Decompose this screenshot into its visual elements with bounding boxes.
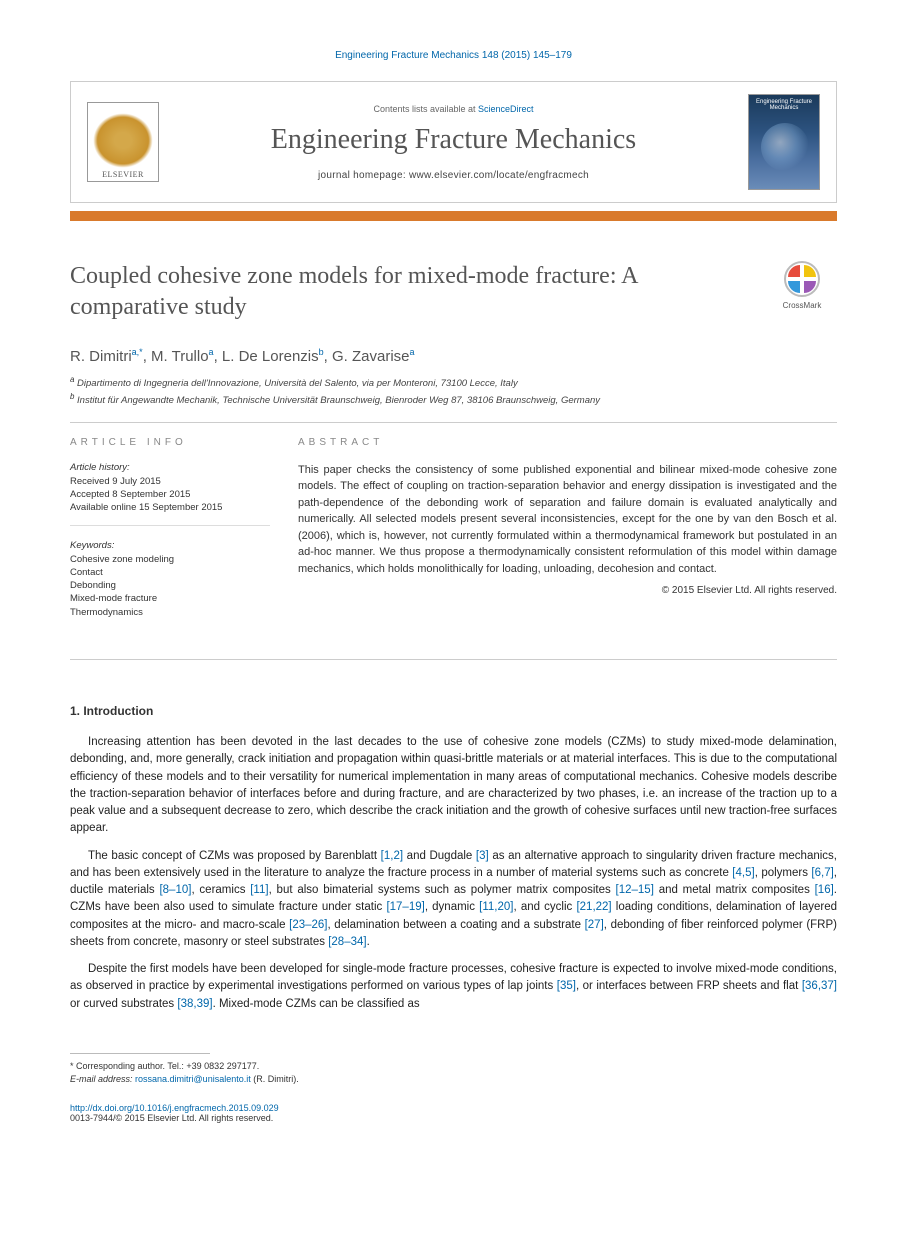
author-1: R. Dimitri — [70, 348, 132, 365]
ref-23-26[interactable]: [23–26] — [289, 919, 327, 931]
affil-a: a Dipartimento di Ingegneria dell'Innova… — [70, 375, 837, 389]
ref-6-7[interactable]: [6,7] — [811, 867, 833, 879]
history-accepted: Accepted 8 September 2015 — [70, 488, 270, 501]
ref-4-5[interactable]: [4,5] — [732, 867, 754, 879]
doi-block: http://dx.doi.org/10.1016/j.engfracmech.… — [70, 1103, 837, 1123]
kw-5: Thermodynamics — [70, 606, 270, 619]
elsevier-logo: ELSEVIER — [87, 102, 159, 182]
abstract-copyright: © 2015 Elsevier Ltd. All rights reserved… — [298, 585, 837, 596]
intro-head: 1. Introduction — [70, 704, 837, 718]
divider-bottom — [70, 659, 837, 660]
issn-copyright: 0013-7944/© 2015 Elsevier Ltd. All right… — [70, 1113, 837, 1123]
author-4-affil: a — [410, 347, 415, 357]
doi-link[interactable]: http://dx.doi.org/10.1016/j.engfracmech.… — [70, 1103, 837, 1113]
journal-title: Engineering Fracture Mechanics — [179, 124, 728, 156]
intro-p3: Despite the first models have been devel… — [70, 961, 837, 1013]
ref-21-22[interactable]: [21,22] — [576, 901, 611, 913]
cover-title: Engineering Fracture Mechanics — [749, 95, 819, 115]
elsevier-tree-icon — [93, 113, 153, 168]
ref-36-37[interactable]: [36,37] — [802, 980, 837, 992]
footnote-email: E-mail address: rossana.dimitri@unisalen… — [70, 1073, 837, 1087]
contents-text: Contents lists available at — [373, 104, 478, 114]
ref-17-19[interactable]: [17–19] — [386, 901, 424, 913]
header-center: Contents lists available at ScienceDirec… — [179, 104, 728, 181]
author-2: M. Trullo — [151, 348, 209, 365]
article-info-column: ARTICLE INFO Article history: Received 9… — [70, 437, 270, 643]
author-3: L. De Lorenzis — [222, 348, 319, 365]
author-1-corr: * — [139, 347, 143, 357]
title-col: Coupled cohesive zone models for mixed-m… — [70, 261, 747, 323]
cover-image-icon — [761, 123, 809, 171]
ref-12-15[interactable]: [12–15] — [616, 884, 654, 896]
ref-35[interactable]: [35] — [557, 980, 576, 992]
accent-bar — [70, 211, 837, 221]
journal-homepage: journal homepage: www.elsevier.com/locat… — [179, 170, 728, 181]
kw-3: Debonding — [70, 579, 270, 592]
abstract-head: ABSTRACT — [298, 437, 837, 448]
title-row: Coupled cohesive zone models for mixed-m… — [70, 261, 837, 323]
ref-8-10[interactable]: [8–10] — [159, 884, 191, 896]
kw-4: Mixed-mode fracture — [70, 592, 270, 605]
header-box: ELSEVIER Contents lists available at Sci… — [70, 81, 837, 203]
divider-top — [70, 422, 837, 423]
article-info-head: ARTICLE INFO — [70, 437, 270, 448]
sciencedirect-link[interactable]: ScienceDirect — [478, 104, 534, 114]
author-2-affil: a — [209, 347, 214, 357]
email-link[interactable]: rossana.dimitri@unisalento.it — [135, 1074, 251, 1084]
authors-list: R. Dimitria,*, M. Trulloa, L. De Lorenzi… — [70, 347, 837, 365]
abstract-text: This paper checks the consistency of som… — [298, 462, 837, 578]
crossmark-badge[interactable]: CrossMark — [767, 261, 837, 310]
history-received: Received 9 July 2015 — [70, 475, 270, 488]
elsevier-name: ELSEVIER — [102, 170, 144, 179]
ref-28-34[interactable]: [28–34] — [328, 936, 366, 948]
contents-line: Contents lists available at ScienceDirec… — [179, 104, 728, 114]
keywords-block: Keywords: Cohesive zone modeling Contact… — [70, 540, 270, 629]
crossmark-icon — [784, 261, 820, 297]
keywords-label: Keywords: — [70, 540, 270, 551]
abstract-column: ABSTRACT This paper checks the consisten… — [298, 437, 837, 643]
kw-1: Cohesive zone modeling — [70, 553, 270, 566]
ref-1-2[interactable]: [1,2] — [381, 850, 403, 862]
email-author: (R. Dimitri). — [251, 1074, 299, 1084]
journal-ref: Engineering Fracture Mechanics 148 (2015… — [70, 50, 837, 61]
info-abstract-columns: ARTICLE INFO Article history: Received 9… — [70, 437, 837, 643]
journal-cover: Engineering Fracture Mechanics — [748, 94, 820, 190]
history-label: Article history: — [70, 462, 270, 473]
crossmark-label: CrossMark — [783, 301, 822, 310]
kw-2: Contact — [70, 566, 270, 579]
history-block: Article history: Received 9 July 2015 Ac… — [70, 462, 270, 526]
footnote-rule — [70, 1053, 210, 1054]
footnote-corresponding: * Corresponding author. Tel.: +39 0832 2… — [70, 1060, 837, 1074]
ref-11-20[interactable]: [11,20] — [479, 901, 513, 913]
email-label: E-mail address: — [70, 1074, 135, 1084]
ref-3[interactable]: [3] — [476, 850, 489, 862]
ref-27[interactable]: [27] — [585, 919, 604, 931]
intro-p1: Increasing attention has been devoted in… — [70, 734, 837, 838]
ref-11[interactable]: [11] — [250, 884, 268, 896]
ref-16[interactable]: [16] — [815, 884, 834, 896]
ref-38-39[interactable]: [38,39] — [177, 998, 212, 1010]
author-4: G. Zavarise — [332, 348, 410, 365]
affil-b: b Institut für Angewandte Mechanik, Tech… — [70, 392, 837, 406]
author-3-affil: b — [319, 347, 324, 357]
intro-p2: The basic concept of CZMs was proposed b… — [70, 848, 837, 952]
history-online: Available online 15 September 2015 — [70, 501, 270, 514]
paper-title: Coupled cohesive zone models for mixed-m… — [70, 261, 747, 323]
page: Engineering Fracture Mechanics 148 (2015… — [0, 0, 907, 1163]
